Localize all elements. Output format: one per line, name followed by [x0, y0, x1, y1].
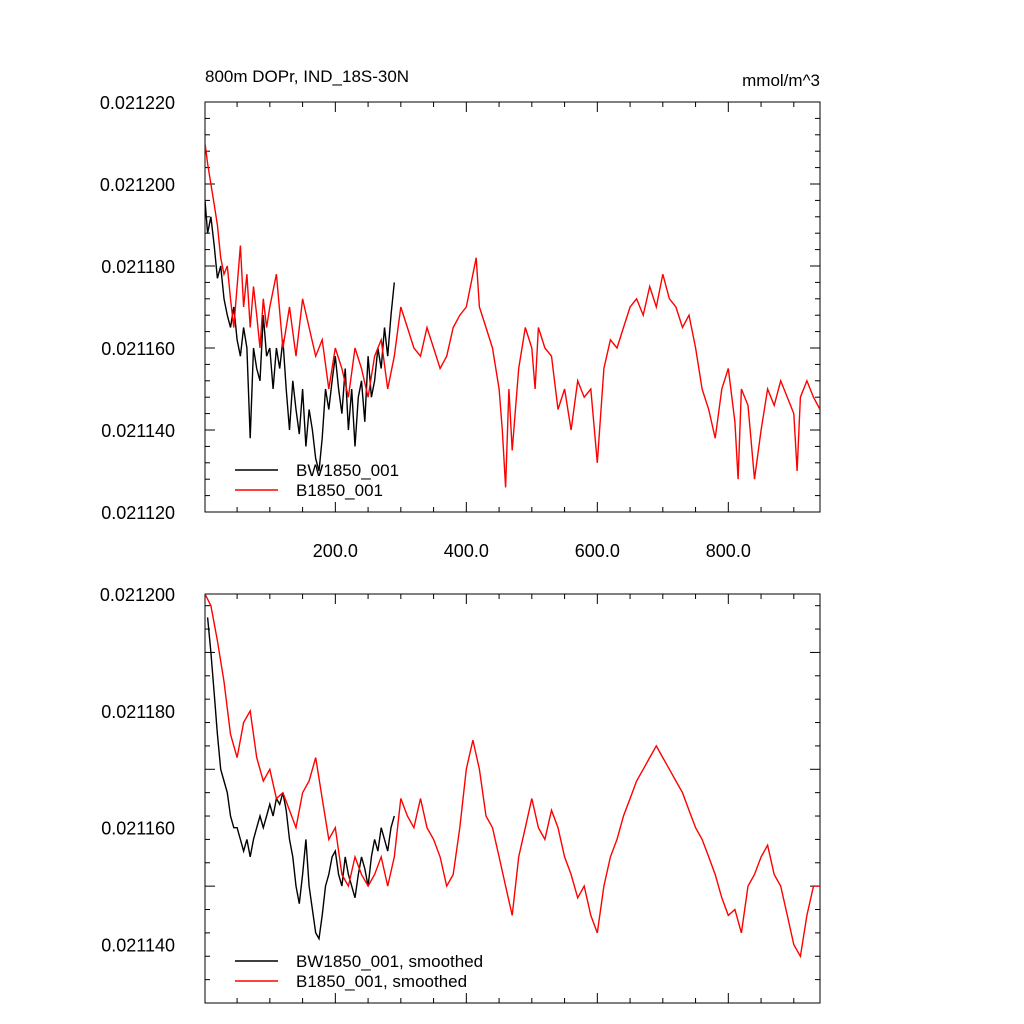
y-tick-label: 0.021180 [101, 702, 175, 722]
series-line-bw1850 [205, 200, 395, 472]
y-tick-label: 0.021160 [101, 819, 175, 839]
y-tick-label: 0.021220 [100, 93, 175, 113]
y-tick-label: 0.021160 [101, 339, 175, 359]
y-tick-label: 0.021200 [100, 585, 175, 605]
x-tick-label: 600.0 [575, 541, 620, 561]
series-line-b1850 [205, 594, 820, 959]
x-tick-label: 200.0 [313, 541, 358, 561]
legend-label: BW1850_001 [296, 461, 399, 480]
bottom-panel: 0.021140 0.021160 0.021180 0.021200 BW1850_0… [100, 585, 821, 1004]
units-label: mmol/m^3 [742, 71, 820, 90]
y-tick-label: 0.021120 [101, 503, 175, 523]
top-panel: 800m DOPr, IND_18S-30N mmol/m^3 0.021120… [100, 67, 821, 561]
legend-label: B1850_001 [296, 481, 383, 500]
y-tick-label: 0.021200 [100, 175, 175, 195]
plot-frame [204, 101, 821, 513]
series-line-b1850 [205, 142, 820, 488]
y-tick-label: 0.021140 [101, 421, 175, 441]
x-tick-label: 400.0 [444, 541, 489, 561]
chart-title: 800m DOPr, IND_18S-30N [205, 67, 409, 86]
x-tick-label: 800.0 [706, 541, 751, 561]
y-tick-label: 0.021180 [101, 257, 175, 277]
y-tick-label: 0.021140 [101, 936, 175, 956]
legend-label: B1850_001, smoothed [296, 972, 467, 991]
legend-label: BW1850_001, smoothed [296, 952, 483, 971]
plot-frame [204, 593, 821, 1004]
series-line-bw1850 [206, 617, 395, 941]
